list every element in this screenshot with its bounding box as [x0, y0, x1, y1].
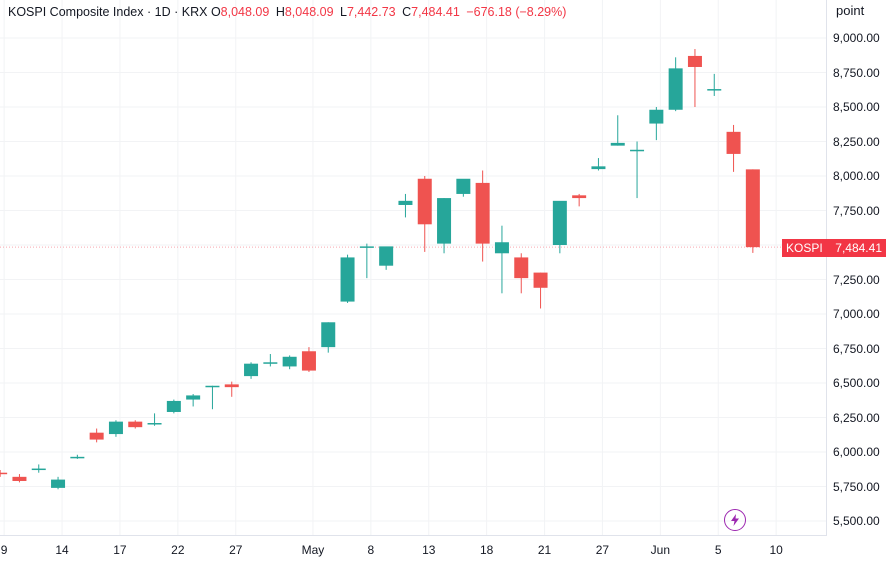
close-label: C — [402, 5, 412, 19]
candle-body — [630, 149, 645, 152]
candle-body — [147, 423, 162, 425]
candle-body — [649, 109, 664, 124]
price-tick-label: 7,000.00 — [833, 307, 880, 321]
time-tick-label: 5 — [714, 543, 722, 557]
candle-body — [417, 178, 432, 225]
separator: · — [174, 5, 179, 19]
open-value: 8,048.09 — [220, 5, 270, 19]
change-value: −676.18 (−8.29%) — [466, 5, 567, 19]
candle-body — [745, 169, 760, 248]
lightning-glyph — [731, 514, 739, 526]
time-tick-label: 14 — [55, 543, 69, 557]
price-tick-label: 9,000.00 — [833, 31, 880, 45]
price-tick-label: 5,750.00 — [833, 479, 880, 494]
candle-body — [12, 476, 27, 481]
candle-body — [340, 257, 355, 302]
candle-body — [51, 479, 66, 488]
price-tick-label: 7,750.00 — [833, 203, 880, 218]
interval-label[interactable]: 1D — [154, 5, 171, 19]
candle-body — [398, 200, 413, 205]
time-tick-label: 27 — [229, 543, 243, 557]
candle-body — [514, 257, 529, 279]
time-tick-label: 21 — [537, 543, 552, 557]
high-value: 8,048.09 — [284, 5, 334, 19]
candle-body — [591, 166, 606, 170]
candle-body — [205, 385, 220, 388]
time-tick-label: 9 — [0, 543, 8, 557]
candle-body — [379, 246, 394, 266]
candle-body — [610, 142, 625, 146]
legend-header: KOSPI Composite Index · 1D · KRX O8,048.… — [8, 3, 569, 21]
candle-body — [437, 198, 452, 244]
high-label: H — [275, 5, 285, 19]
candle-body — [726, 131, 741, 154]
candle-body — [707, 89, 722, 91]
time-tick-label: 8 — [367, 543, 375, 557]
candle-body — [186, 395, 201, 400]
candle-body — [301, 351, 316, 371]
candle-body — [0, 472, 8, 475]
price-axis[interactable] — [826, 0, 886, 536]
candle-body — [475, 182, 490, 244]
separator: · — [146, 5, 152, 19]
lightning-icon[interactable] — [724, 509, 746, 531]
last-price-badge: KOSPI 7,484.41 — [782, 239, 886, 257]
candle-body — [70, 456, 85, 459]
last-price-symbol: KOSPI — [786, 241, 823, 255]
close-value: 7,484.41 — [411, 5, 460, 19]
price-tick-label: 7,250.00 — [833, 272, 880, 287]
price-tick-label: 6,000.00 — [833, 445, 880, 459]
price-tick-label: 5,500.00 — [833, 514, 880, 528]
time-tick-label: 22 — [171, 543, 185, 557]
time-tick-label: 18 — [479, 543, 494, 557]
unit-label[interactable]: point — [836, 3, 865, 18]
candle-body — [31, 468, 46, 471]
candle-body — [552, 200, 567, 245]
candle-body — [687, 55, 702, 67]
last-price-value: 7,484.41 — [835, 241, 882, 255]
time-tick-label: 10 — [769, 543, 783, 557]
time-tick-label: Jun — [650, 543, 671, 557]
price-tick-label: 8,000.00 — [833, 169, 880, 183]
candle-body — [668, 68, 683, 110]
candle-body — [456, 178, 471, 194]
price-tick-label: 6,500.00 — [833, 376, 880, 390]
candle-body — [89, 432, 104, 440]
time-tick-label: May — [301, 543, 325, 557]
candle-body — [494, 242, 509, 254]
candle-body — [166, 400, 181, 412]
candle-body — [572, 195, 587, 199]
candle-body — [263, 362, 278, 364]
time-tick-label: 13 — [422, 543, 436, 557]
candle-body — [533, 272, 548, 288]
low-value: 7,442.73 — [346, 5, 396, 19]
open-label: O — [210, 5, 221, 19]
symbol-name[interactable]: KOSPI Composite Index — [8, 5, 144, 19]
low-label: L — [340, 5, 347, 19]
price-tick-label: 8,750.00 — [833, 65, 880, 80]
candle-body — [359, 246, 374, 248]
candle-body — [321, 322, 336, 348]
candle-body — [108, 421, 123, 435]
price-tick-label: 8,250.00 — [833, 134, 880, 149]
candle-body — [244, 363, 259, 377]
price-tick-label: 6,250.00 — [833, 410, 880, 425]
price-tick-label: 8,500.00 — [833, 100, 880, 114]
candle-body — [282, 356, 297, 367]
time-axis-line — [0, 535, 826, 536]
candle-body — [128, 421, 143, 428]
exchange-label: KRX — [181, 5, 208, 19]
time-tick-label: 27 — [595, 543, 610, 557]
time-tick-label: 17 — [113, 543, 127, 557]
price-tick-label: 6,750.00 — [833, 341, 880, 356]
candle-body — [224, 384, 239, 388]
